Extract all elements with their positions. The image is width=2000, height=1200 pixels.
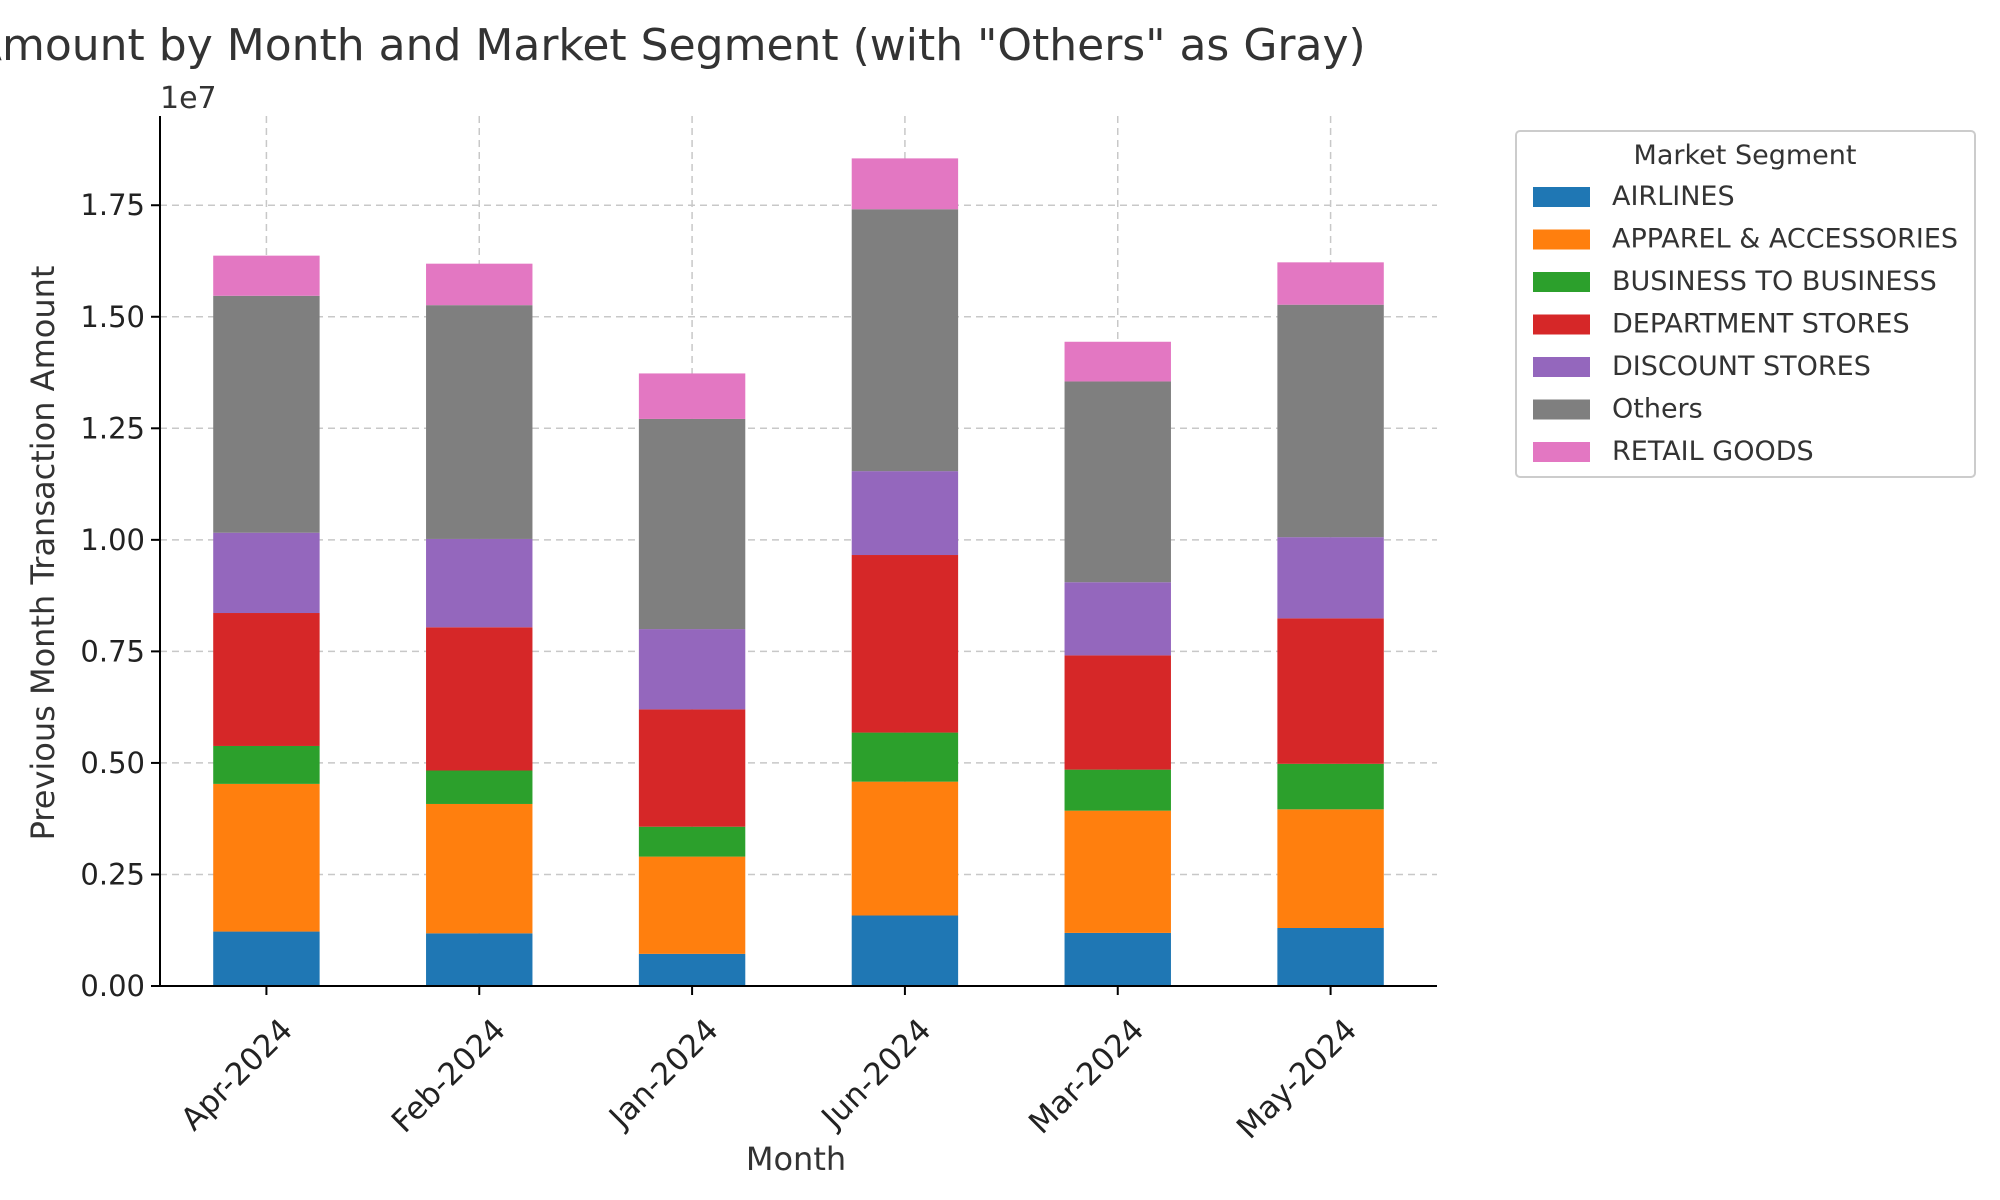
y-tick-label: 0.50 <box>80 746 145 780</box>
bar-department-stores-apr-2024 <box>213 613 320 746</box>
legend: Market Segment AIRLINES APPAREL & ACCESSO… <box>1515 130 1976 478</box>
bar-discount-stores-jan-2024 <box>638 629 746 710</box>
bar-apparel-accessories-mar-2024 <box>1064 810 1171 933</box>
bar-airlines-may-2024 <box>1277 928 1384 986</box>
bar-retail-goods-mar-2024 <box>1064 341 1171 382</box>
legend-swatch-airlines <box>1533 187 1590 207</box>
bar-others-apr-2024 <box>213 295 320 533</box>
bar-others-feb-2024 <box>426 305 533 539</box>
bar-business-to-business-jan-2024 <box>638 826 746 857</box>
bar-retail-goods-may-2024 <box>1277 262 1384 305</box>
bar-business-to-business-mar-2024 <box>1064 769 1171 811</box>
legend-label-apparel-accessories: APPAREL & ACCESSORIES <box>1612 224 1958 255</box>
bar-discount-stores-may-2024 <box>1277 537 1384 619</box>
x-tick-label: Apr-2024 <box>174 1012 300 1138</box>
y-tick-label: 1.50 <box>80 300 145 334</box>
bar-airlines-jan-2024 <box>638 953 746 986</box>
bar-apparel-accessories-may-2024 <box>1277 809 1384 928</box>
axes <box>159 116 1437 987</box>
bar-business-to-business-jun-2024 <box>851 732 959 782</box>
bars <box>213 158 1384 986</box>
bar-discount-stores-mar-2024 <box>1064 582 1171 656</box>
legend-label-department-stores: DEPARTMENT STORES <box>1612 309 1910 340</box>
bar-department-stores-mar-2024 <box>1064 655 1171 770</box>
bar-others-jan-2024 <box>638 418 746 630</box>
bar-discount-stores-feb-2024 <box>426 538 533 628</box>
y-tick-label: 0.25 <box>80 857 145 891</box>
bar-airlines-mar-2024 <box>1064 932 1171 986</box>
bar-apparel-accessories-apr-2024 <box>213 783 320 932</box>
bar-business-to-business-apr-2024 <box>213 745 320 784</box>
bar-department-stores-jun-2024 <box>851 555 959 733</box>
bar-others-mar-2024 <box>1064 381 1171 583</box>
y-tick-label: 0.75 <box>80 634 145 668</box>
grid-lines <box>160 116 1437 986</box>
x-tick-label: Feb-2024 <box>385 1012 513 1140</box>
bar-others-may-2024 <box>1277 304 1384 538</box>
bar-retail-goods-apr-2024 <box>213 255 320 296</box>
bar-business-to-business-may-2024 <box>1277 763 1384 810</box>
bar-department-stores-jan-2024 <box>638 709 746 827</box>
x-tick-label: Jan-2024 <box>601 1012 725 1136</box>
x-ticks: Apr-2024 Feb-2024 Jan-2024 Jun-2024 Mar-2024… <box>174 986 1364 1146</box>
legend-label-retail-goods: RETAIL GOODS <box>1612 436 1814 467</box>
chart-title: Month Transaction Amount by Month and Ma… <box>0 20 1366 71</box>
bar-others-jun-2024 <box>851 209 959 472</box>
bar-discount-stores-jun-2024 <box>851 471 959 556</box>
bar-airlines-feb-2024 <box>426 933 533 986</box>
legend-swatch-discount-stores <box>1533 357 1590 377</box>
bar-business-to-business-feb-2024 <box>426 770 533 804</box>
x-tick-label: Jun-2024 <box>814 1012 939 1137</box>
bar-apparel-accessories-jun-2024 <box>851 781 959 916</box>
bar-apparel-accessories-feb-2024 <box>426 803 533 934</box>
y-axis-label: Previous Month Transaction Amount <box>24 266 62 841</box>
x-axis-label: Month <box>746 1140 846 1178</box>
y-tick-label: 1.25 <box>80 411 145 445</box>
legend-title: Market Segment <box>1634 140 1857 171</box>
bar-discount-stores-apr-2024 <box>213 532 320 614</box>
bar-apparel-accessories-jan-2024 <box>638 856 746 954</box>
legend-label-discount-stores: DISCOUNT STORES <box>1612 351 1871 382</box>
bar-department-stores-may-2024 <box>1277 618 1384 764</box>
y-axis-offset-label: 1e7 <box>160 81 217 116</box>
y-tick-label: 1.75 <box>80 188 145 222</box>
legend-swatch-business-to-business <box>1533 272 1590 292</box>
bar-retail-goods-jun-2024 <box>851 158 959 210</box>
bar-retail-goods-feb-2024 <box>426 263 533 306</box>
legend-frame <box>1515 130 1976 478</box>
legend-swatch-retail-goods <box>1533 442 1590 462</box>
y-tick-label: 0.00 <box>80 969 145 1003</box>
bar-airlines-apr-2024 <box>213 931 320 986</box>
bar-airlines-jun-2024 <box>851 915 959 986</box>
legend-swatch-department-stores <box>1533 314 1590 335</box>
legend-items: AIRLINES APPAREL & ACCESSORIES BUSINESS TO… <box>1533 181 1958 467</box>
y-ticks: 0.00 0.25 0.50 0.75 1.00 1.25 1.50 1.75 <box>80 188 160 1003</box>
legend-swatch-others <box>1533 399 1590 420</box>
bar-department-stores-feb-2024 <box>426 627 533 771</box>
legend-swatch-apparel-accessories <box>1533 229 1590 250</box>
legend-label-others: Others <box>1612 394 1703 425</box>
x-tick-label: Mar-2024 <box>1022 1012 1151 1141</box>
legend-label-airlines: AIRLINES <box>1612 181 1735 212</box>
y-tick-label: 1.00 <box>80 523 145 557</box>
legend-label-business-to-business: BUSINESS TO BUSINESS <box>1612 266 1937 297</box>
bar-retail-goods-jan-2024 <box>638 373 746 419</box>
x-tick-label: May-2024 <box>1230 1012 1364 1146</box>
